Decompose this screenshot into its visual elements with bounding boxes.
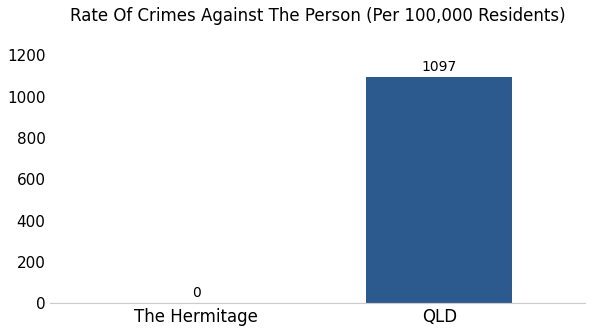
Title: Rate Of Crimes Against The Person (Per 100,000 Residents): Rate Of Crimes Against The Person (Per 1… bbox=[70, 7, 565, 25]
Text: 1097: 1097 bbox=[422, 60, 457, 74]
Bar bbox=[366, 77, 512, 303]
Text: 0: 0 bbox=[192, 286, 201, 300]
